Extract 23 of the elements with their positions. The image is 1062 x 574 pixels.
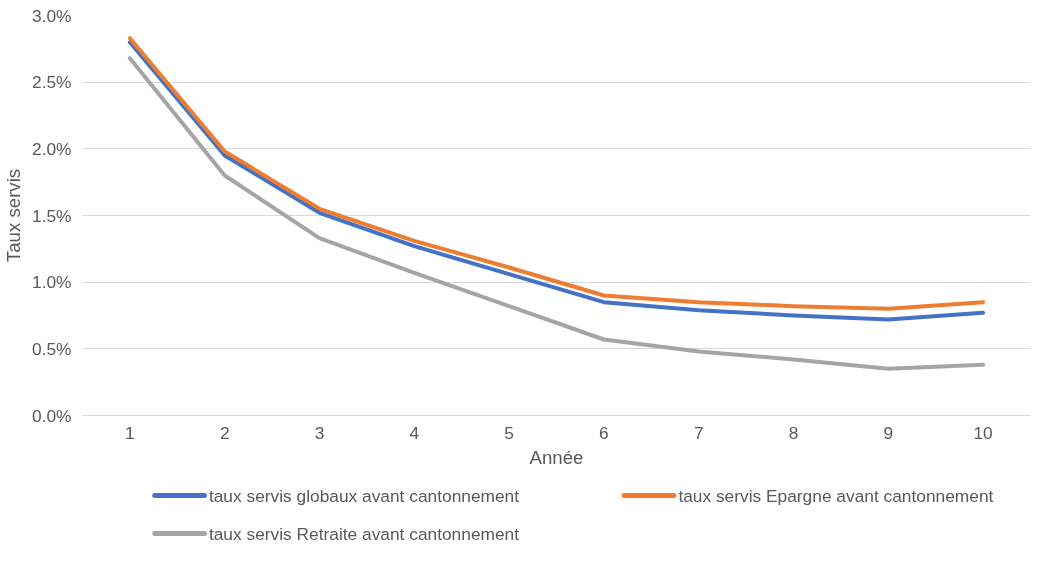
legend-label: taux servis Epargne avant cantonnement bbox=[678, 485, 994, 506]
x-tick-label: 6 bbox=[599, 422, 609, 443]
y-tick-label: 1.5% bbox=[32, 205, 72, 226]
legend-label: taux servis globaux avant cantonnement bbox=[208, 485, 520, 506]
y-tick-label: 0.5% bbox=[32, 338, 72, 359]
x-axis-title: Année bbox=[529, 446, 584, 468]
x-tick-label: 1 bbox=[125, 422, 135, 443]
legend-label: taux servis Retraite avant cantonnement bbox=[208, 523, 520, 544]
x-tick-label: 8 bbox=[788, 422, 799, 443]
x-tick-label: 7 bbox=[693, 422, 704, 443]
x-tick-label: 3 bbox=[314, 422, 325, 443]
x-tick-label: 9 bbox=[883, 422, 894, 443]
x-tick-label: 2 bbox=[219, 422, 230, 443]
x-tick-label: 10 bbox=[973, 422, 993, 443]
y-tick-label: 0.0% bbox=[32, 405, 72, 426]
y-tick-label: 2.0% bbox=[32, 138, 72, 159]
y-tick-label: 2.5% bbox=[32, 72, 72, 93]
y-tick-label: 1.0% bbox=[32, 272, 72, 293]
x-tick-label: 5 bbox=[504, 422, 514, 443]
line-series bbox=[127, 56, 986, 371]
y-axis-title: Taux servis bbox=[3, 168, 24, 263]
y-tick-label: 3.0% bbox=[32, 5, 72, 26]
x-tick-label: 4 bbox=[409, 422, 420, 443]
